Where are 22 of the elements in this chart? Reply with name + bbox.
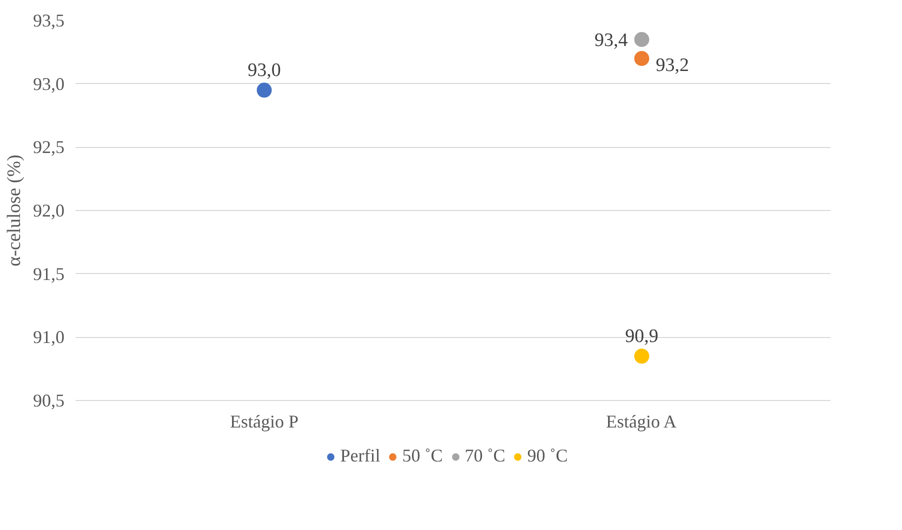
y-tick-label: 90,5 [33,390,64,410]
y-tick-label: 92,0 [33,200,64,220]
legend-label: 70 ˚C [464,446,506,466]
data-label: 93,2 [656,55,689,76]
y-axis-title: α-celulose (%) [4,154,25,266]
y-tick-label: 92,5 [33,137,64,158]
point [256,82,272,98]
legend-label: 50 ˚C [402,446,443,466]
y-tick-label: 93,5 [33,10,64,30]
x-tick-label: Estágio A [606,412,677,432]
data-label: 90,9 [625,326,658,348]
y-tick-label: 91,0 [33,327,64,348]
point [634,348,650,364]
point [634,32,650,47]
data-label: 93,4 [594,30,628,51]
point [634,51,650,66]
y-tick-label: 93,0 [33,74,64,94]
data-label: 93,0 [248,60,281,82]
y-tick-label: 91,5 [33,264,64,284]
legend-label: 90 ˚C [527,446,568,466]
x-tick-label: Estágio P [230,412,299,432]
legend-label: Perfil [340,446,380,466]
